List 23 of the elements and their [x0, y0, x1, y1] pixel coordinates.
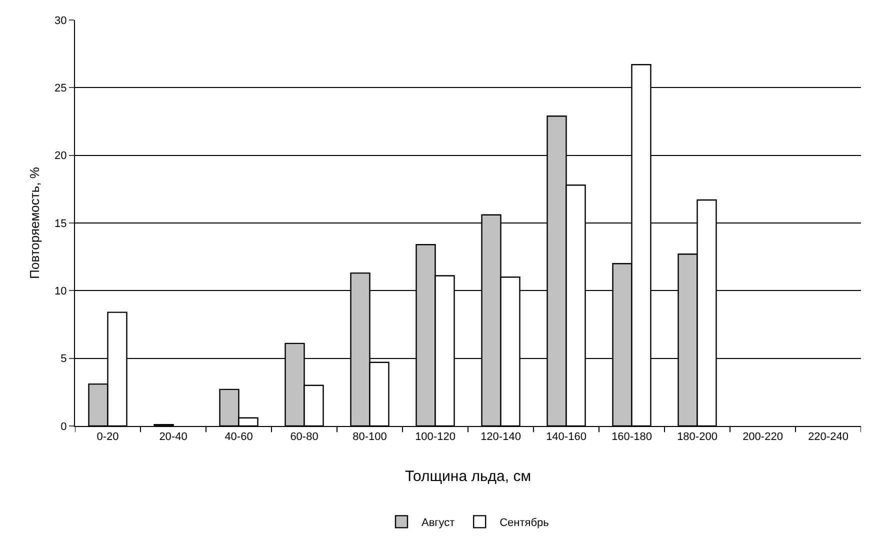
x-tick-label: 0-20 [96, 431, 119, 444]
x-axis-title: Толщина льда, см [404, 468, 532, 485]
x-tick-label: 160-180 [612, 431, 652, 444]
x-tick-label: 100-120 [415, 431, 456, 444]
y-tick-label: 30 [54, 14, 67, 27]
x-tick-label: 180-200 [677, 431, 718, 444]
y-tick-label: 15 [54, 218, 67, 230]
y-tick-label: 10 [54, 286, 67, 298]
legend-label: Август [422, 516, 455, 529]
x-tick-label: 140-160 [546, 431, 586, 444]
legend-label: Сентябрь [500, 516, 550, 529]
y-axis-title: Повторяемость, % [27, 166, 42, 279]
y-tick-label: 5 [60, 353, 67, 366]
x-tick-label: 220-240 [808, 431, 848, 444]
y-tick-label: 0 [60, 420, 67, 433]
x-tick-label: 200-220 [742, 431, 783, 444]
x-tick-label: 80-100 [352, 431, 387, 444]
x-tick-label: 120-140 [480, 431, 521, 444]
x-tick-label: 20-40 [159, 431, 188, 444]
y-tick-label: 25 [54, 82, 67, 95]
x-tick-label: 40-60 [224, 431, 253, 444]
x-tick-label: 60-80 [290, 431, 318, 444]
y-tick-label: 20 [54, 150, 67, 162]
